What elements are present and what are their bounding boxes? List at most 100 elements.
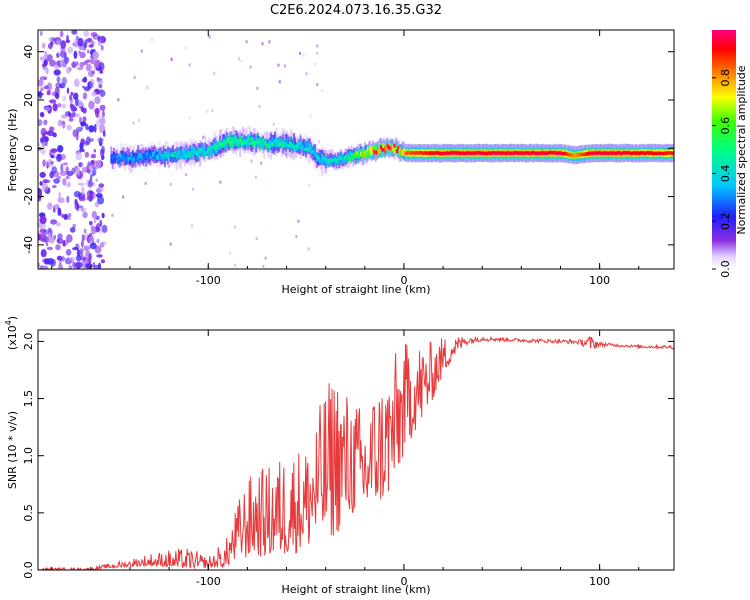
- noise-blob: [76, 266, 81, 269]
- noise-blob: [59, 257, 62, 266]
- x-tick-label: 100: [589, 575, 610, 588]
- ridge-cell: [415, 150, 417, 155]
- ridge-cell: [290, 142, 293, 146]
- ridge-cell: [466, 151, 468, 155]
- figure-title: C2E6.2024.073.16.35.G32: [270, 3, 442, 18]
- ridge-cell: [209, 148, 212, 153]
- ridge-cell: [314, 153, 317, 157]
- speckle: [168, 164, 170, 168]
- ridge-cell: [141, 155, 144, 161]
- ridge-cell: [258, 139, 260, 144]
- ridge-cell: [131, 150, 134, 162]
- y-tick-label: 0.5: [22, 504, 35, 522]
- ridge-cell: [235, 137, 238, 142]
- ridge-cell: [318, 152, 321, 160]
- ridge-cell: [632, 151, 635, 155]
- ridge-cell: [440, 151, 443, 156]
- noise-blob: [85, 63, 92, 72]
- ridge-cell: [487, 151, 490, 155]
- ridge-cell: [372, 148, 374, 152]
- speckle: [202, 135, 205, 139]
- ridge-cell: [118, 157, 121, 164]
- ridge-cell: [537, 151, 539, 156]
- noise-blob: [39, 228, 47, 234]
- ridge-cell: [185, 153, 188, 157]
- noise-blob: [64, 56, 70, 64]
- noise-blob: [90, 159, 95, 165]
- ridge-cell: [153, 152, 156, 160]
- ridge-cell: [385, 146, 388, 151]
- ridge-cell: [453, 151, 456, 155]
- ridge-cell: [152, 151, 154, 157]
- noise-blob: [74, 201, 80, 211]
- ridge-cell: [337, 159, 340, 164]
- noise-blob: [76, 113, 80, 118]
- ridge-cell: [400, 149, 403, 153]
- ridge-cell: [670, 151, 672, 155]
- noise-blob: [96, 196, 105, 205]
- ridge-cell: [635, 151, 637, 156]
- ridge-cell: [522, 151, 525, 156]
- ridge-cell: [255, 134, 258, 145]
- ridge-cell: [499, 151, 502, 156]
- speckle: [261, 42, 264, 46]
- ridge-cell: [338, 156, 341, 161]
- noise-blob: [79, 61, 85, 68]
- ridge-cell: [243, 139, 246, 145]
- ridge-cell: [231, 138, 234, 148]
- noise-blob: [100, 45, 104, 51]
- ridge-cell: [250, 137, 252, 141]
- ridge-cell: [248, 136, 251, 142]
- ridge-cell: [398, 146, 401, 151]
- ridge-cell: [335, 159, 338, 163]
- ridge-cell: [373, 146, 376, 154]
- ridge-cell: [542, 151, 545, 155]
- ridge-cell: [460, 151, 463, 155]
- ridge-cell: [649, 150, 652, 155]
- speckle: [254, 175, 257, 179]
- noise-blob: [39, 215, 47, 225]
- noise-blob: [79, 248, 84, 253]
- noise-blob: [38, 91, 41, 97]
- ridge-cell: [534, 151, 537, 156]
- ridge-cell: [323, 156, 326, 161]
- noise-blob: [67, 212, 72, 218]
- ridge-cell: [227, 137, 230, 143]
- noise-blob: [92, 33, 99, 40]
- ridge-cell: [459, 151, 462, 156]
- noise-blob: [93, 149, 97, 153]
- noise-blob: [49, 161, 54, 165]
- ridge-cell: [169, 153, 172, 162]
- ridge-cell: [221, 143, 224, 148]
- ridge-cell: [508, 151, 511, 156]
- ridge-cell: [245, 140, 248, 147]
- ridge-cell: [192, 152, 195, 156]
- ridge-cell: [416, 151, 419, 155]
- ridge-cell: [114, 153, 117, 159]
- noise-blob: [38, 119, 43, 126]
- noise-blob: [50, 219, 58, 225]
- noise-blob: [72, 262, 77, 268]
- ridge-cell: [667, 151, 670, 155]
- speckle: [307, 247, 310, 251]
- ridge-cell: [278, 143, 280, 148]
- ridge-cell: [549, 150, 552, 155]
- noise-blob: [99, 118, 106, 126]
- ridge-cell: [330, 159, 333, 166]
- spectrogram-y-axis: -40 -20 0 20 40: [22, 45, 674, 254]
- speckle: [258, 105, 261, 108]
- speckle: [184, 46, 187, 50]
- ridge-cell: [298, 144, 301, 151]
- ridge-cell: [566, 152, 569, 157]
- ridge-cell: [292, 145, 295, 150]
- ridge-cell: [252, 141, 255, 147]
- ridge-cell: [168, 149, 170, 158]
- noise-blob: [59, 50, 67, 58]
- ridge-cell: [467, 151, 470, 155]
- ridge-cell: [427, 151, 429, 155]
- snr-y-label: SNR (10 * v/v): [6, 411, 19, 489]
- ridge-cell: [117, 156, 119, 163]
- ridge-cell: [559, 151, 562, 155]
- noise-blob: [44, 131, 51, 135]
- ridge-cell: [349, 151, 352, 159]
